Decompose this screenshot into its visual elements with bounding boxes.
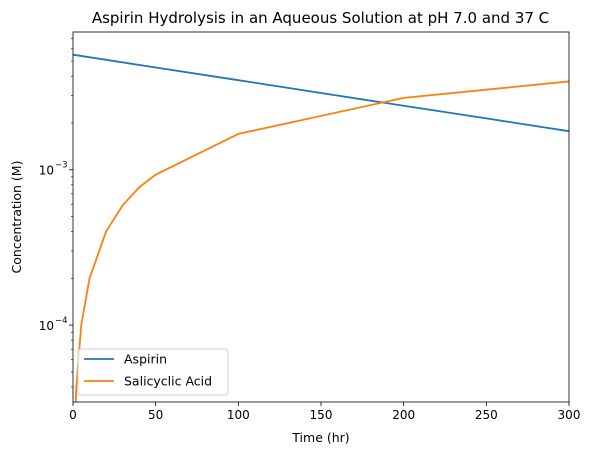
legend-box: [77, 348, 229, 396]
y-tick-label-base: 10: [39, 319, 54, 333]
x-tick-label: 50: [148, 408, 163, 422]
x-axis-label: Time (hr): [291, 430, 349, 445]
y-axis-ticks: 10−410−3: [39, 38, 73, 388]
chart-title: Aspirin Hydrolysis in an Aqueous Solutio…: [92, 9, 549, 27]
x-tick-label: 150: [310, 408, 333, 422]
plot-lines: [73, 53, 569, 402]
legend-label-aspirin: Aspirin: [124, 352, 167, 367]
y-tick-label-base: 10: [39, 164, 54, 178]
x-tick-label: 0: [69, 408, 77, 422]
y-axis-label: Concentration (M): [9, 161, 24, 274]
series-line-1: [74, 80, 569, 402]
x-tick-label: 100: [227, 408, 250, 422]
y-tick-label-exponent: −3: [55, 161, 68, 171]
legend-label-salicyclic-acid: Salicyclic Acid: [124, 374, 212, 389]
x-tick-label: 250: [475, 408, 498, 422]
legend: Aspirin Salicyclic Acid: [77, 348, 229, 396]
x-tick-label: 300: [558, 408, 581, 422]
y-tick-label-exponent: −4: [55, 316, 68, 326]
x-tick-label: 200: [392, 408, 415, 422]
series-line-0: [73, 53, 569, 133]
plot-frame: [72, 31, 570, 403]
x-axis-ticks: 0 50 100 150 200 250 300: [69, 402, 580, 422]
